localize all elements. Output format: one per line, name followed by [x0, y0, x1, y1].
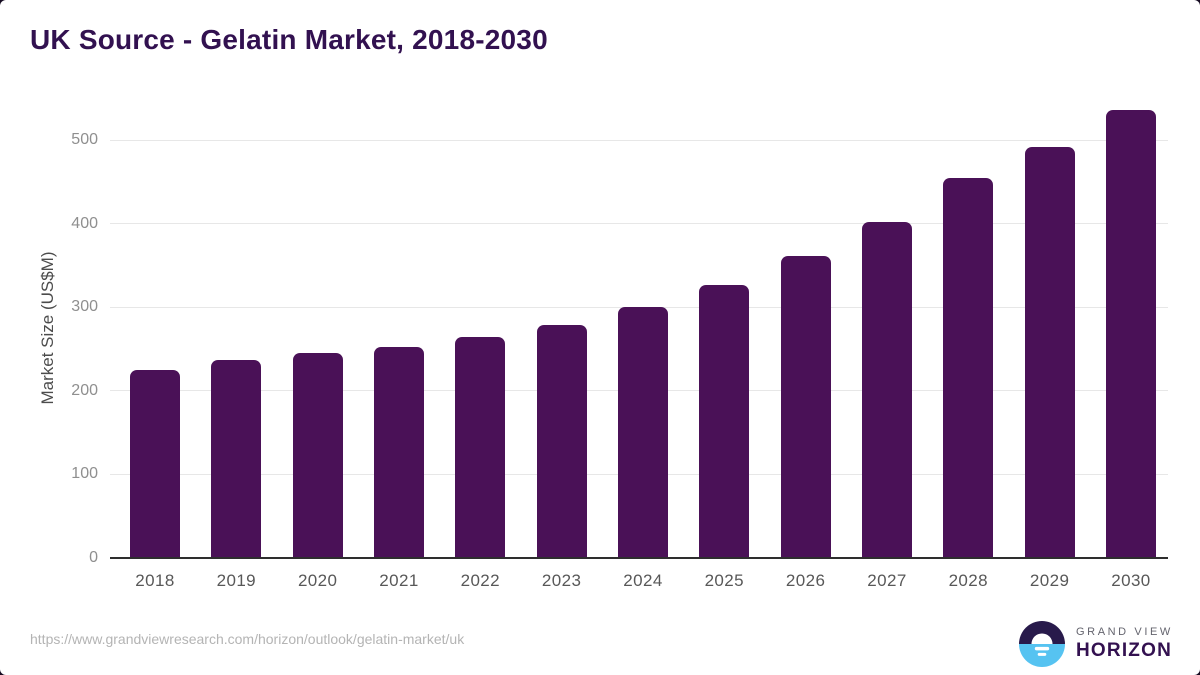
logo-text: GRAND VIEW HORIZON: [1076, 626, 1173, 662]
bar-2030: [1105, 109, 1156, 558]
x-tick-label-2020: 2020: [297, 571, 338, 590]
x-tick-label-2024: 2024: [623, 571, 663, 590]
source-url-text: https://www.grandviewresearch.com/horizo…: [30, 631, 465, 647]
bar-2020: [292, 353, 343, 558]
x-tick-label-2028: 2028: [948, 571, 988, 590]
x-tick-label-2027: 2027: [867, 571, 907, 590]
x-tick-label-2022: 2022: [460, 571, 501, 590]
y-tick-label: 500: [71, 131, 98, 148]
logo-grand-view-label: GRAND VIEW: [1076, 626, 1173, 638]
x-tick-label-2023: 2023: [541, 571, 582, 590]
bar-2018: [130, 369, 180, 558]
x-tick-label-2019: 2019: [216, 571, 257, 590]
x-tick-label-2025: 2025: [704, 571, 744, 590]
bar-2027: [861, 221, 912, 558]
bar-2023: [536, 324, 587, 558]
bar-2029: [1024, 146, 1075, 558]
x-tick-label-2029: 2029: [1029, 571, 1070, 590]
chart-title: UK Source - Gelatin Market, 2018-2030: [30, 24, 548, 55]
bar-2026: [780, 256, 831, 558]
y-tick-label: 300: [71, 298, 98, 316]
bar-2021: [373, 347, 424, 558]
bar-2024: [617, 307, 668, 558]
x-axis-line: [110, 557, 1168, 559]
bar-2028: [943, 177, 994, 558]
x-tick-label-2021: 2021: [379, 571, 419, 590]
y-tick-label: 400: [71, 214, 98, 232]
sunrise-horizon-logo-icon: [1019, 621, 1065, 667]
grid-line: [110, 139, 1168, 141]
bar-2022: [455, 337, 506, 558]
grand-view-horizon-logo: GRAND VIEW HORIZON: [1019, 621, 1173, 667]
y-tick-label: 0: [89, 549, 98, 566]
x-tick-label-2026: 2026: [785, 571, 826, 590]
y-tick-label: 200: [71, 381, 98, 399]
x-tick-label-2030: 2030: [1111, 571, 1151, 590]
bar-2025: [699, 284, 750, 558]
bar-2019: [211, 359, 262, 558]
logo-horizon-label: HORIZON: [1076, 640, 1173, 661]
x-tick-label-2018: 2018: [135, 571, 175, 590]
y-tick-label: 100: [71, 465, 98, 483]
grid-line: [110, 223, 1168, 225]
